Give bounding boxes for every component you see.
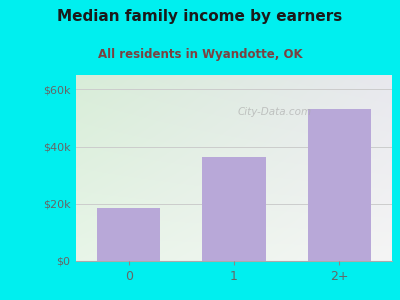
Text: All residents in Wyandotte, OK: All residents in Wyandotte, OK	[98, 48, 302, 61]
Bar	[308, 109, 371, 261]
Text: Median family income by earners: Median family income by earners	[57, 9, 343, 24]
Bar	[97, 208, 160, 261]
Bar	[202, 157, 266, 261]
Text: City-Data.com: City-Data.com	[238, 107, 312, 117]
